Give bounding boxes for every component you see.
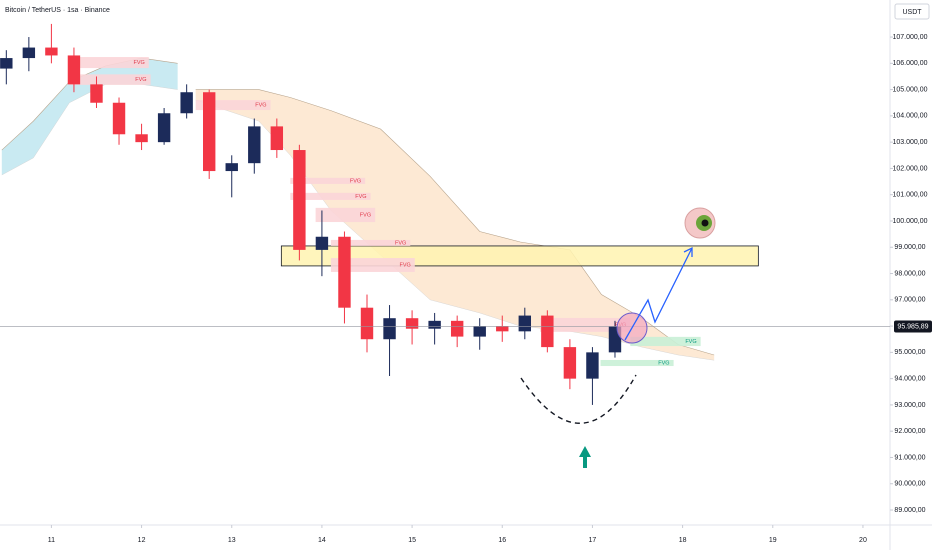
zone [600,359,674,367]
y-tick-label: 101.000,00 [892,192,927,199]
x-tick-label: 14 [318,537,326,544]
candle-body [563,347,577,379]
dashed-arc [520,374,637,424]
y-tick-label: 91.000,00 [894,454,925,461]
candle-body [157,113,171,143]
y-tick-label: 99.000,00 [894,244,925,251]
zone [290,192,371,200]
zone-label: FVG [658,360,669,366]
candle-body [203,92,216,172]
x-tick-label: 18 [679,537,687,544]
zone-label: FVG [360,212,371,218]
x-tick-label: 11 [48,537,55,544]
zone [290,177,366,184]
candle-body [248,126,261,164]
y-tick-label: 90.000,00 [894,481,925,488]
y-tick-label: 106.000,00 [892,60,927,67]
candle-body [0,58,13,69]
last-price-label: 95.985,89 [897,323,928,330]
currency-box [894,3,930,20]
zone-label: FVG [135,77,146,83]
candle-body [541,315,554,348]
y-tick-label: 97.000,00 [894,297,925,304]
candle-body [518,315,532,332]
zone-label: FVG [395,240,406,246]
zone [315,207,376,223]
x-tick-label: 15 [408,537,416,544]
zone [68,57,149,69]
y-tick-label: 95.000,00 [894,349,925,356]
zone-label: FVG [685,339,696,345]
candle-body [180,92,193,114]
candle-body [383,318,396,340]
zone-label: FVG [255,103,266,109]
candle-body [360,307,374,340]
title-bar: Bitcoin / TetherUS · 1sa · Binance [5,7,110,14]
x-tick-label: 12 [138,537,146,544]
candle-body [90,84,103,103]
candle-body [22,47,36,59]
y-tick-label: 98.000,00 [894,270,925,277]
zone-label: FVG [355,194,366,200]
y-tick-label: 103.000,00 [892,139,927,146]
candle-body [450,320,464,337]
candle-body [473,326,486,337]
y-tick-label: 104.000,00 [892,113,927,120]
cloud-area [195,89,715,361]
candle-body [135,134,148,143]
currency: USDT [902,9,922,16]
zone [330,258,415,272]
zone [630,336,701,347]
candle-body [270,126,284,151]
candle-body [315,236,329,250]
chart-title: Bitcoin / TetherUS · 1sa · Binance [5,7,110,14]
cloud-lower [1,84,178,176]
y-tick-label: 100.000,00 [892,218,927,225]
last-price-box [894,320,932,333]
y-tick-label: 92.000,00 [894,428,925,435]
up-arrow [579,446,591,468]
y-tick-label: 102.000,00 [892,165,927,172]
candle-body [496,326,509,332]
candle-body [586,352,599,379]
y-tick-label: 93.000,00 [894,402,925,409]
candle-body [112,102,126,135]
projection-arrowhead [683,246,693,257]
candle-body [338,236,351,308]
x-tick-label: 16 [498,537,506,544]
y-tick-label: 107.000,00 [892,34,927,41]
candle-body [405,318,419,329]
x-tick-label: 19 [769,537,777,544]
zone-label: FVG [350,178,361,184]
x-tick-label: 13 [228,537,236,544]
cloud-lower [195,99,715,361]
candle-body [293,150,306,250]
candles [0,23,622,405]
zone [68,74,151,85]
zone [330,239,411,246]
candle-body [45,47,58,56]
zone-label: FVG [399,262,410,268]
projection-path [624,247,693,341]
x-tick-label: 17 [589,537,597,544]
zone [540,317,631,332]
y-tick-label: 89.000,00 [894,507,925,514]
y-tick-label: 105.000,00 [892,86,927,93]
candle-body [428,320,441,329]
x-tick-label: 20 [859,537,867,544]
zone [195,100,271,111]
zones: FVGFVGFVGFVGFVGFVGFVGFVGFVGFVGFVG [68,57,759,367]
candle-body [225,163,238,172]
eye-icon [684,207,716,239]
zone-label: FVG [133,60,144,66]
candle-body [67,55,81,85]
y-tick-label: 94.000,00 [894,375,925,382]
